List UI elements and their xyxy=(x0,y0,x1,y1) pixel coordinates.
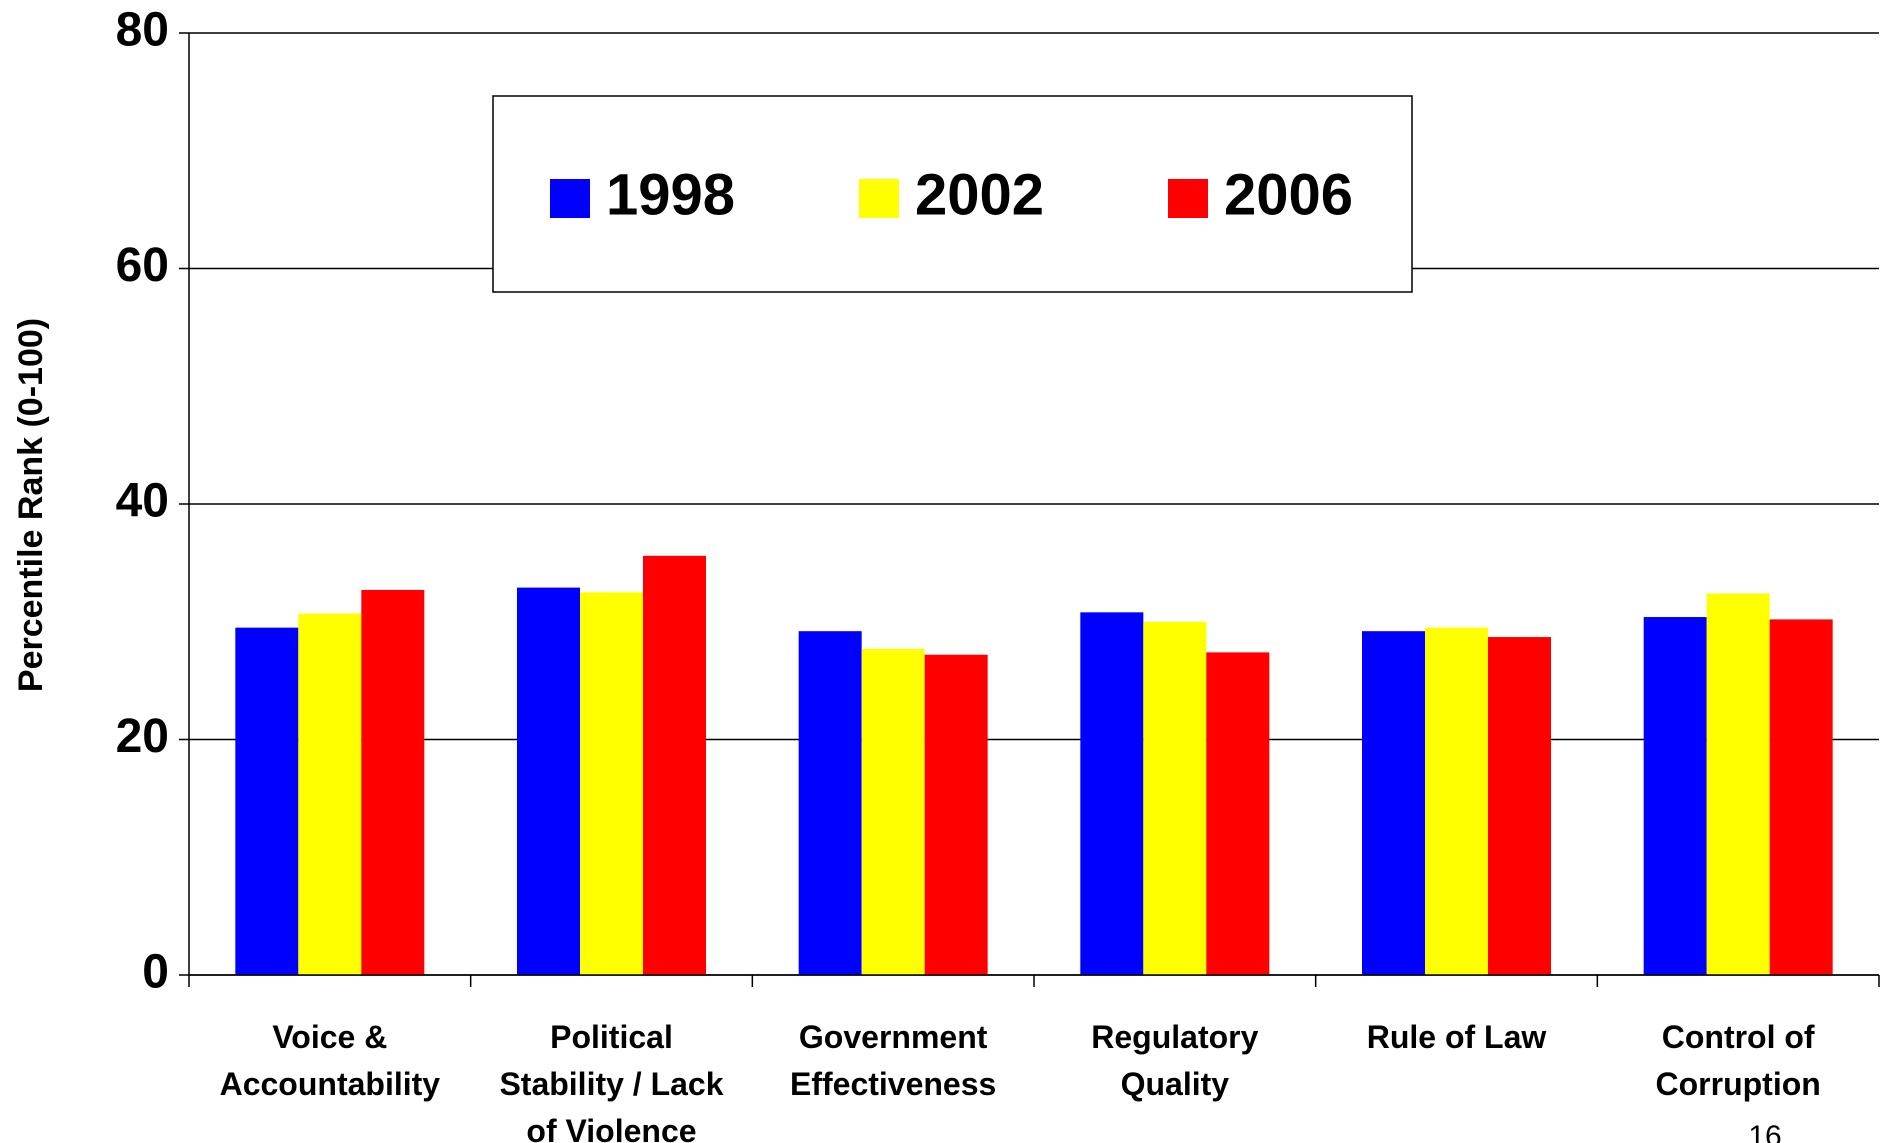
legend-box xyxy=(492,95,1413,293)
x-tick-label: Government Effectiveness xyxy=(789,1019,997,1102)
y-tick-label: 0 xyxy=(142,946,169,999)
legend-swatch xyxy=(859,179,899,218)
bar xyxy=(235,627,299,975)
legend-swatch xyxy=(550,179,590,218)
x-tick-label: Voice & Accountability xyxy=(219,1019,441,1102)
bar xyxy=(643,555,706,975)
bar xyxy=(924,654,988,975)
bar xyxy=(861,648,925,975)
bar xyxy=(298,613,362,975)
page-number: 16 xyxy=(1748,1120,1781,1143)
y-axis-title: Percentile Rank (0-100) xyxy=(12,318,50,692)
bar xyxy=(1362,631,1425,975)
bar xyxy=(1425,627,1488,975)
x-tick-label: Control of Corruption xyxy=(1655,1019,1821,1102)
bar xyxy=(1769,619,1833,975)
bar xyxy=(1080,612,1144,975)
bar xyxy=(1143,621,1207,975)
legend-label: 2006 xyxy=(1224,162,1353,227)
legend-label: 1998 xyxy=(606,162,735,227)
bar xyxy=(1643,617,1707,975)
x-tick-label: Regulatory Quality xyxy=(1091,1019,1259,1102)
bar xyxy=(1488,637,1551,975)
x-tick-label: Political Stability / Lack of Violence xyxy=(499,1019,724,1143)
bar xyxy=(1706,593,1770,975)
y-tick-label: 60 xyxy=(116,239,169,292)
bar xyxy=(361,589,425,975)
y-tick-label: 80 xyxy=(116,4,169,57)
legend-label: 2002 xyxy=(915,162,1044,227)
bar xyxy=(798,631,862,975)
x-tick-label: Rule of Law xyxy=(1366,1019,1547,1055)
y-tick-label: 40 xyxy=(116,475,169,528)
bar xyxy=(580,592,643,975)
legend: 1998 2002 2006 xyxy=(492,95,1413,293)
bar xyxy=(517,587,580,975)
legend-swatch xyxy=(1168,179,1208,218)
bar xyxy=(1206,652,1270,975)
y-tick-label: 20 xyxy=(116,710,169,763)
